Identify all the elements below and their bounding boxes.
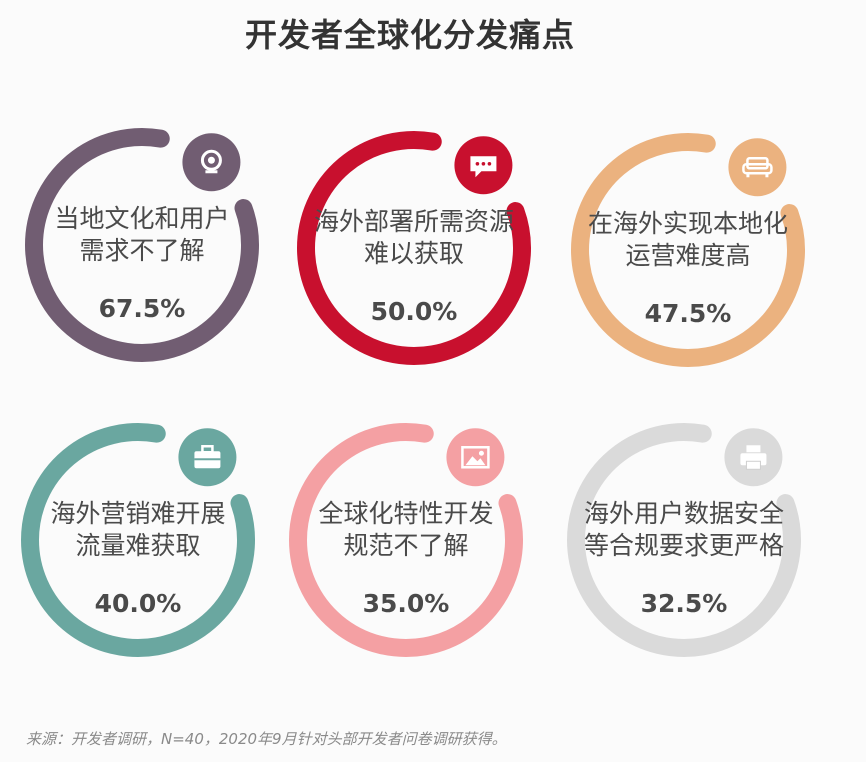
chat-bubble-icon xyxy=(470,156,497,178)
printer-icon xyxy=(740,445,767,470)
chart-title: 开发者全球化分发痛点 xyxy=(244,16,575,54)
toolbox-icon xyxy=(194,445,221,469)
value-label: 67.5% xyxy=(99,294,186,323)
ring-arc xyxy=(21,423,255,657)
value-label: 35.0% xyxy=(363,589,450,618)
image-icon xyxy=(461,446,490,469)
category-label: 在海外实现本地化 xyxy=(588,209,788,238)
category-label: 海外部署所需资源 xyxy=(314,207,514,236)
value-label: 40.0% xyxy=(95,589,182,618)
ring-arc xyxy=(25,128,259,362)
value-label: 50.0% xyxy=(371,297,458,326)
category-label: 全球化特性开发 xyxy=(318,499,493,528)
ring-arc xyxy=(571,133,805,367)
ring-arc xyxy=(289,423,523,657)
value-label: 47.5% xyxy=(645,299,732,328)
value-label: 32.5% xyxy=(641,589,728,618)
category-label: 流量难获取 xyxy=(75,531,200,560)
category-label: 需求不了解 xyxy=(79,236,204,265)
ring-arc xyxy=(297,131,531,365)
category-label: 海外营销难开展 xyxy=(50,499,225,528)
category-label: 难以获取 xyxy=(364,239,464,268)
webcam-icon xyxy=(200,149,222,174)
category-label: 规范不了解 xyxy=(343,531,468,560)
category-label: 当地文化和用户 xyxy=(54,204,229,233)
category-label: 等合规要求更严格 xyxy=(584,531,784,560)
ring-arc xyxy=(567,423,801,657)
category-label: 运营难度高 xyxy=(625,241,750,270)
source-note: 来源：开发者调研，N=40，2020年9月针对头部开发者问卷调研获得。 xyxy=(26,730,507,748)
category-label: 海外用户数据安全 xyxy=(584,499,784,528)
icon-badge xyxy=(446,428,505,487)
sofa-icon xyxy=(742,157,773,178)
